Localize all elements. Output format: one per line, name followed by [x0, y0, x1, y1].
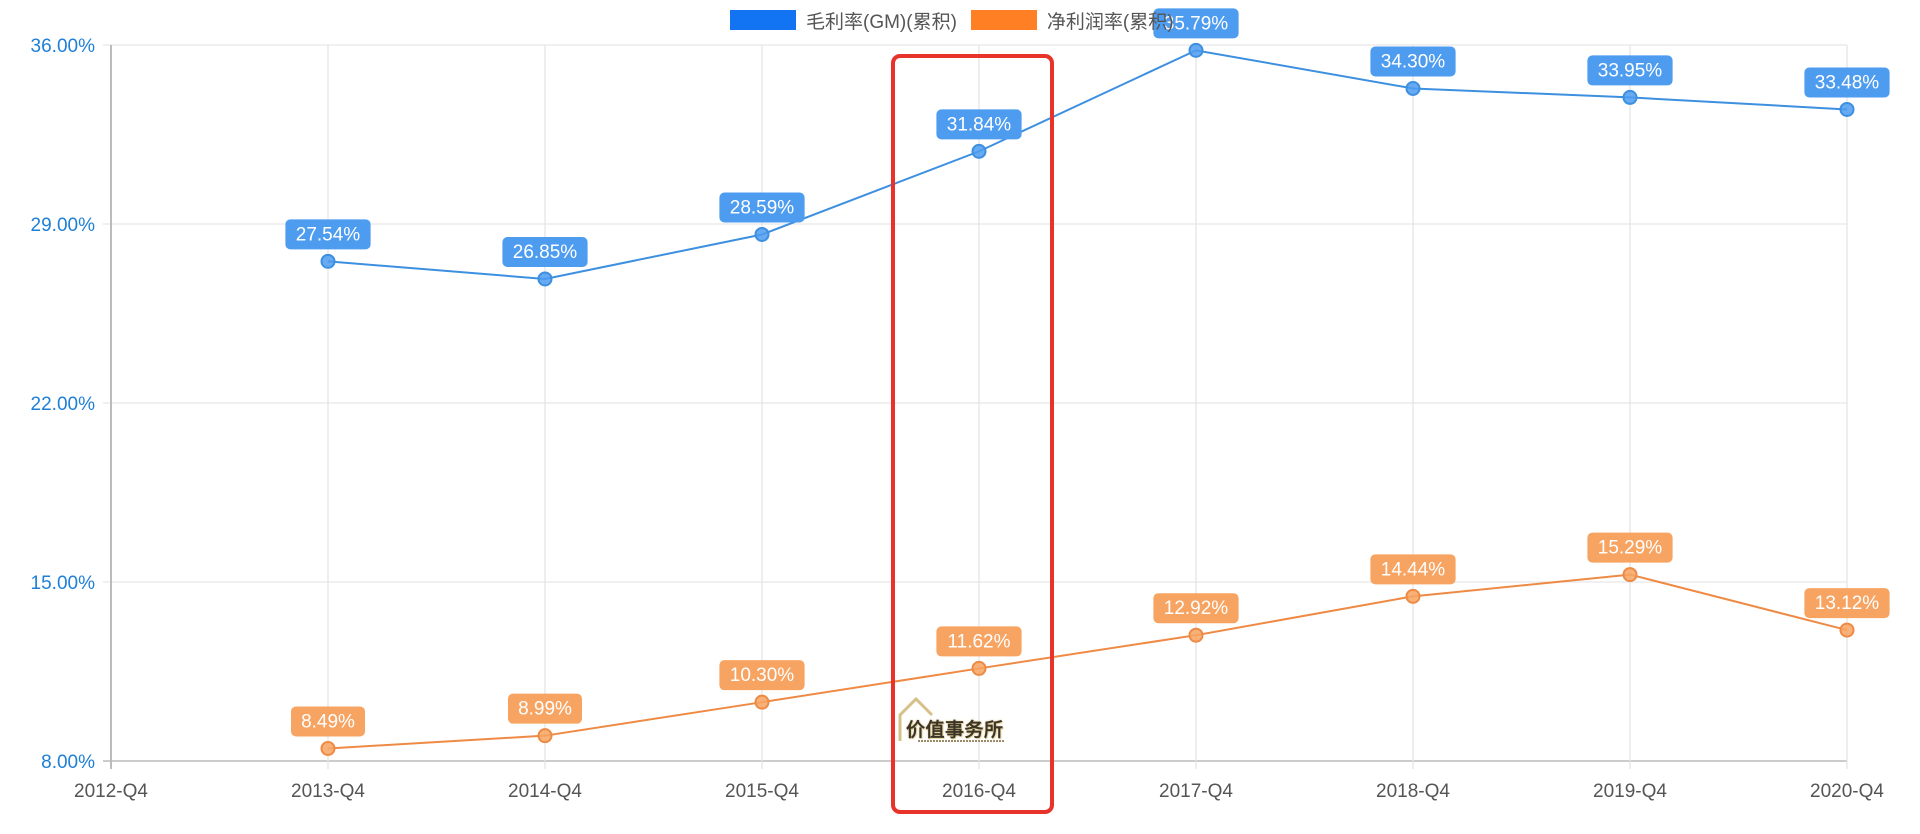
data-labels: 27.54% 26.85% 28.59% 31.84% 35.79% 34.30% 33.9… — [285, 8, 1890, 737]
data-point-marker[interactable] — [320, 253, 336, 269]
y-tick-label: 29.00% — [31, 215, 96, 236]
x-tick-label: 2018-Q4 — [1376, 781, 1450, 802]
legend-item-net-margin[interactable]: 净利润率(累积) — [970, 7, 1174, 34]
data-label: 8.49% — [301, 711, 355, 732]
data-label-bg — [508, 693, 582, 724]
data-label: 26.85% — [513, 242, 578, 263]
x-tick-label: 2020-Q4 — [1810, 781, 1884, 802]
data-label: 15.29% — [1598, 538, 1663, 559]
data-point-marker[interactable] — [1405, 80, 1421, 96]
legend-item-gross-margin[interactable]: 毛利率(GM)(累积) — [730, 7, 957, 34]
data-label: 31.84% — [947, 114, 1012, 135]
data-label-bg — [719, 660, 805, 691]
legend-label: 毛利率(GM)(累积) — [806, 11, 957, 33]
x-tick-label: 2013-Q4 — [291, 781, 365, 802]
data-point-marker[interactable] — [1622, 89, 1638, 105]
x-tick-label: 2017-Q4 — [1159, 781, 1233, 802]
data-point-marker[interactable] — [1622, 567, 1638, 583]
data-label-bg — [1153, 593, 1239, 624]
data-label-bg — [1804, 67, 1890, 98]
data-point-marker[interactable] — [1188, 627, 1204, 643]
legend: 毛利率(GM)(累积) 净利润率(累积) — [730, 6, 1174, 34]
series-line-1 — [327, 573, 1848, 750]
data-label-bg — [936, 626, 1022, 657]
data-label-bg — [1153, 8, 1239, 39]
data-label: 14.44% — [1381, 559, 1446, 580]
data-label-bg — [1587, 55, 1673, 86]
x-tick-label: 2015-Q4 — [725, 781, 799, 802]
data-label-bg — [291, 706, 365, 737]
data-label-bg — [936, 109, 1022, 140]
x-tick-label: 2016-Q4 — [942, 781, 1016, 802]
data-point-marker[interactable] — [1405, 588, 1421, 604]
highlight-box-2016-q4 — [891, 54, 1054, 814]
x-tick-label: 2012-Q4 — [74, 781, 148, 802]
data-point-marker[interactable] — [537, 728, 553, 744]
data-label-bg — [719, 192, 805, 223]
data-point-marker[interactable] — [971, 660, 987, 676]
series-line-0 — [327, 49, 1848, 280]
data-label: 33.48% — [1815, 72, 1880, 93]
data-label: 34.30% — [1381, 51, 1446, 72]
data-label: 35.79% — [1164, 13, 1229, 34]
y-tick-label: 22.00% — [31, 394, 96, 415]
data-label-bg — [285, 219, 371, 250]
data-point-marker[interactable] — [537, 271, 553, 287]
data-point-marker[interactable] — [1839, 101, 1855, 117]
legend-label: 净利润率(累积) — [1046, 11, 1174, 33]
data-point-marker[interactable] — [320, 740, 336, 756]
data-label-bg — [1587, 532, 1673, 563]
data-label-bg — [1370, 554, 1456, 585]
x-tick-label: 2019-Q4 — [1593, 781, 1667, 802]
y-tick-label: 36.00% — [31, 36, 96, 57]
data-point-marker[interactable] — [1839, 622, 1855, 638]
data-label: 13.12% — [1815, 593, 1880, 614]
data-label: 8.99% — [518, 699, 572, 720]
data-label-bg — [1370, 46, 1456, 77]
y-tick-label: 15.00% — [31, 573, 96, 594]
y-tick-label: 8.00% — [41, 752, 95, 773]
data-label: 28.59% — [730, 197, 795, 218]
x-tick-label: 2014-Q4 — [508, 781, 582, 802]
data-label: 12.92% — [1164, 598, 1229, 619]
data-label-bg — [1804, 588, 1890, 619]
legend-swatch-blue — [730, 10, 796, 30]
data-label: 10.30% — [730, 665, 795, 686]
watermark-text: 价值事务所 — [906, 719, 1004, 741]
series-lines — [320, 42, 1855, 756]
data-point-marker[interactable] — [754, 694, 770, 710]
data-label: 27.54% — [296, 224, 361, 245]
data-point-marker[interactable] — [754, 226, 770, 242]
watermark-logo: 价值事务所 — [896, 695, 1011, 747]
axes: 8.00% 15.00% 22.00% 29.00% 36.00% 2012-Q4 2013… — [31, 36, 1885, 802]
data-point-marker[interactable] — [1188, 42, 1204, 58]
legend-swatch-orange — [970, 10, 1037, 30]
house-icon — [898, 696, 1004, 742]
data-label-bg — [502, 236, 588, 267]
data-label: 33.95% — [1598, 60, 1663, 81]
data-label: 11.62% — [947, 631, 1010, 652]
grid-lines — [103, 44, 1848, 769]
data-point-marker[interactable] — [971, 143, 987, 159]
